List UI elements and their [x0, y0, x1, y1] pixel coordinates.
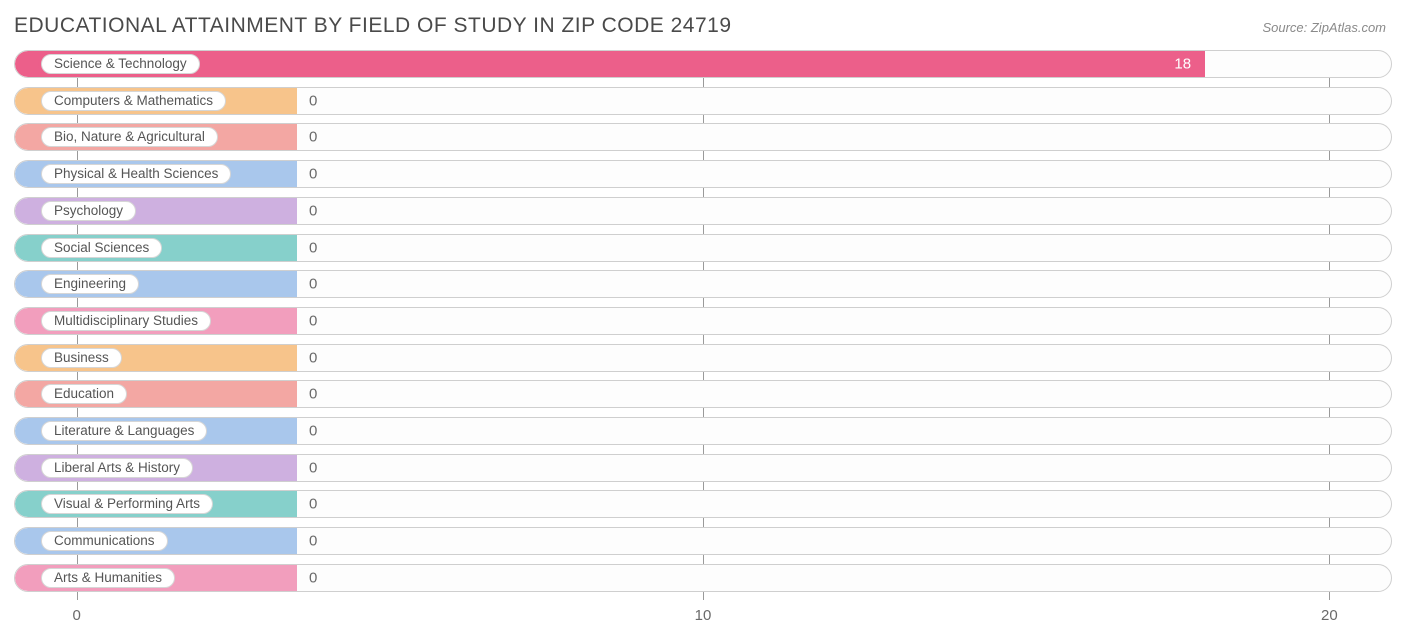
category-label: Computers & Mathematics [41, 91, 226, 111]
bar-value-label: 0 [309, 569, 317, 586]
bar-track [15, 455, 1391, 481]
category-label: Literature & Languages [41, 421, 207, 441]
bar-cap-icon [19, 238, 39, 258]
bar-row: Bio, Nature & Agricultural 0 [14, 123, 1392, 151]
category-label: Business [41, 348, 122, 368]
bar-cap-icon [19, 54, 39, 74]
bar-cap-icon [19, 458, 39, 478]
category-label: Visual & Performing Arts [41, 494, 213, 514]
bar-row: Education 0 [14, 380, 1392, 408]
chart-source: Source: ZipAtlas.com [1262, 20, 1386, 35]
category-label: Bio, Nature & Agricultural [41, 127, 218, 147]
chart-title: EDUCATIONAL ATTAINMENT BY FIELD OF STUDY… [14, 14, 732, 38]
bar-value-label: 0 [309, 496, 317, 513]
bar-track [15, 565, 1391, 591]
bar-cap-icon [19, 421, 39, 441]
category-label: Physical & Health Sciences [41, 164, 231, 184]
bar-track [15, 345, 1391, 371]
category-label: Social Sciences [41, 238, 162, 258]
category-label: Liberal Arts & History [41, 458, 193, 478]
category-label: Arts & Humanities [41, 568, 175, 588]
bar-track [15, 308, 1391, 334]
bar-value-label: 0 [309, 386, 317, 403]
bar-row: Social Sciences 0 [14, 234, 1392, 262]
category-label: Education [41, 384, 127, 404]
bar-row: Liberal Arts & History 0 [14, 454, 1392, 482]
bar-cap-icon [19, 127, 39, 147]
category-label: Multidisciplinary Studies [41, 311, 211, 331]
bar-track [15, 124, 1391, 150]
bar-value-label: 0 [309, 423, 317, 440]
bar-value-label: 0 [309, 533, 317, 550]
bar-row: Psychology 0 [14, 197, 1392, 225]
bar-value-label: 0 [309, 92, 317, 109]
bar-value-label: 0 [309, 239, 317, 256]
x-axis-tick-label: 20 [1321, 607, 1338, 624]
bar-track [15, 418, 1391, 444]
bar-value-label: 0 [309, 202, 317, 219]
bar-value-label: 0 [309, 129, 317, 146]
bar-row: Engineering 0 [14, 270, 1392, 298]
bar-value-label: 0 [309, 276, 317, 293]
bar-row: Visual & Performing Arts 0 [14, 490, 1392, 518]
category-label: Communications [41, 531, 168, 551]
bar-row: Multidisciplinary Studies 0 [14, 307, 1392, 335]
bar-track [15, 491, 1391, 517]
bar-cap-icon [19, 494, 39, 514]
bar-row: Communications 0 [14, 527, 1392, 555]
bar-cap-icon [19, 384, 39, 404]
category-label: Engineering [41, 274, 139, 294]
bar-cap-icon [19, 311, 39, 331]
bar-track [15, 528, 1391, 554]
bar-value-label: 0 [309, 349, 317, 366]
bar-value-label: 18 [1174, 56, 1191, 73]
bar-cap-icon [19, 348, 39, 368]
category-label: Science & Technology [41, 54, 200, 74]
bar-cap-icon [19, 274, 39, 294]
bar-row: Business 0 [14, 344, 1392, 372]
bar-row: Arts & Humanities 0 [14, 564, 1392, 592]
bar-row: Physical & Health Sciences 0 [14, 160, 1392, 188]
bar-value-label: 0 [309, 459, 317, 476]
x-axis-tick-label: 10 [695, 607, 712, 624]
bar-cap-icon [19, 531, 39, 551]
bar-cap-icon [19, 164, 39, 184]
bar-row: Science & Technology 18 [14, 50, 1392, 78]
bar-row: Literature & Languages 0 [14, 417, 1392, 445]
bar-cap-icon [19, 91, 39, 111]
bar-value-label: 0 [309, 312, 317, 329]
chart-container: EDUCATIONAL ATTAINMENT BY FIELD OF STUDY… [0, 0, 1406, 632]
bar-track [15, 235, 1391, 261]
bar-cap-icon [19, 201, 39, 221]
bar-track [15, 381, 1391, 407]
bar-row: Computers & Mathematics 0 [14, 87, 1392, 115]
bar-value-label: 0 [309, 166, 317, 183]
category-label: Psychology [41, 201, 136, 221]
x-axis-tick-label: 0 [72, 607, 80, 624]
bar-cap-icon [19, 568, 39, 588]
plot-area: 01020Science & Technology18Computers & M… [14, 50, 1392, 596]
bar-track [15, 198, 1391, 224]
bar-track [15, 271, 1391, 297]
